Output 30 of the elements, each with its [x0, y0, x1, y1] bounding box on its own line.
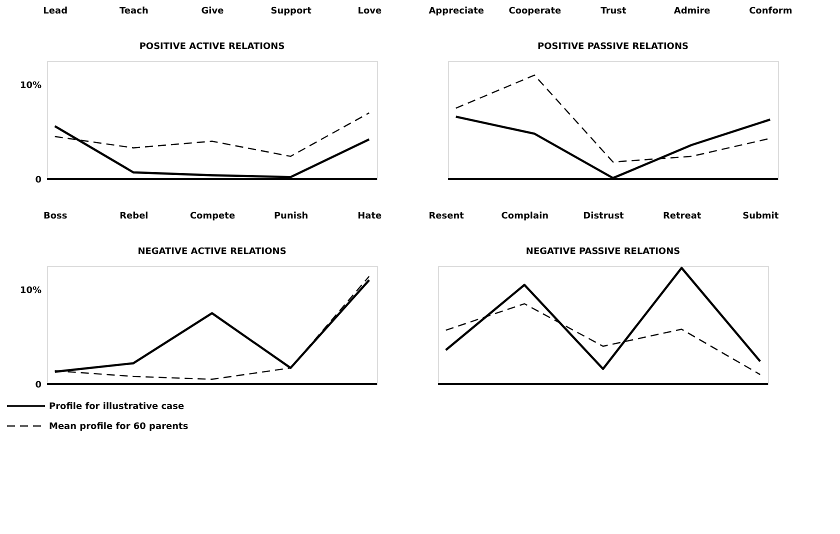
x-tick-label: Resent	[428, 212, 465, 222]
x-tick-label: Conform	[749, 6, 792, 16]
x-tick-label: Rebel	[120, 212, 148, 222]
x-tick-label: Punish	[274, 212, 308, 222]
x-tick-label: Complain	[501, 212, 549, 222]
x-tick-label: Lead	[43, 6, 68, 16]
x-tick-label: Submit	[742, 212, 780, 222]
chart-title: NEGATIVE ACTIVE RELATIONS	[138, 247, 286, 257]
chart-title: POSITIVE PASSIVE RELATIONS	[538, 42, 688, 52]
x-tick-label: Give	[201, 6, 224, 16]
x-tick-label: Trust	[600, 6, 628, 16]
x-tick-label: Retreat	[662, 212, 702, 222]
x-tick-label: Admire	[674, 6, 710, 16]
x-tick-label: Appreciate	[428, 6, 484, 16]
x-tick-label: Boss	[43, 212, 68, 222]
y-tick-label: 10%	[20, 286, 42, 296]
y-tick-label: 10%	[20, 81, 42, 92]
x-tick-label: Hate	[358, 212, 382, 222]
x-tick-label: Cooperate	[508, 6, 562, 16]
y-tick-label: 0	[35, 380, 42, 390]
legend-label: Profile for illustrative case	[49, 402, 184, 412]
x-tick-label: Teach	[119, 6, 148, 16]
y-tick-label: 0	[35, 176, 42, 186]
x-tick-label: Love	[358, 6, 382, 16]
x-tick-label: Support	[270, 6, 312, 16]
x-tick-label: Compete	[190, 212, 236, 222]
legend-label: Mean profile for 60 parents	[49, 422, 188, 432]
x-tick-label: Distrust	[583, 212, 625, 222]
chart-title: POSITIVE ACTIVE RELATIONS	[139, 42, 285, 52]
chart-title: NEGATIVE PASSIVE RELATIONS	[526, 247, 680, 257]
